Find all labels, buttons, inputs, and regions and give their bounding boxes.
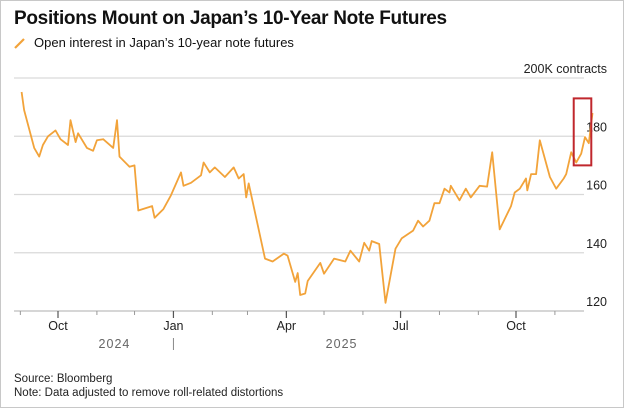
x-tick-label: Jul: [393, 319, 409, 333]
x-tick-label: Oct: [506, 319, 526, 333]
footer: Source: Bloomberg Note: Data adjusted to…: [14, 372, 283, 400]
x-tick-label: Jan: [163, 319, 183, 333]
y-tick-label: 140: [586, 237, 607, 251]
year-label: 2024: [99, 337, 131, 351]
legend-label: Open interest in Japan’s 10-year note fu…: [34, 35, 294, 50]
x-tick-label: Oct: [48, 319, 68, 333]
y-tick-label: 200K contracts: [524, 62, 607, 76]
y-tick-label: 160: [586, 179, 607, 193]
source-note: Source: Bloomberg: [14, 373, 113, 385]
series-line: [20, 91, 594, 304]
highlight-box: [572, 97, 593, 167]
y-tick-label: 120: [586, 295, 607, 309]
x-tick-label: Apr: [277, 319, 296, 333]
legend: Open interest in Japan’s 10-year note fu…: [14, 35, 294, 50]
data-note: Note: Data adjusted to remove roll-relat…: [14, 387, 284, 399]
legend-line-icon: [14, 37, 25, 49]
year-label: 2025: [326, 337, 358, 351]
chart-title: Positions Mount on Japan’s 10-Year Note …: [14, 8, 447, 29]
